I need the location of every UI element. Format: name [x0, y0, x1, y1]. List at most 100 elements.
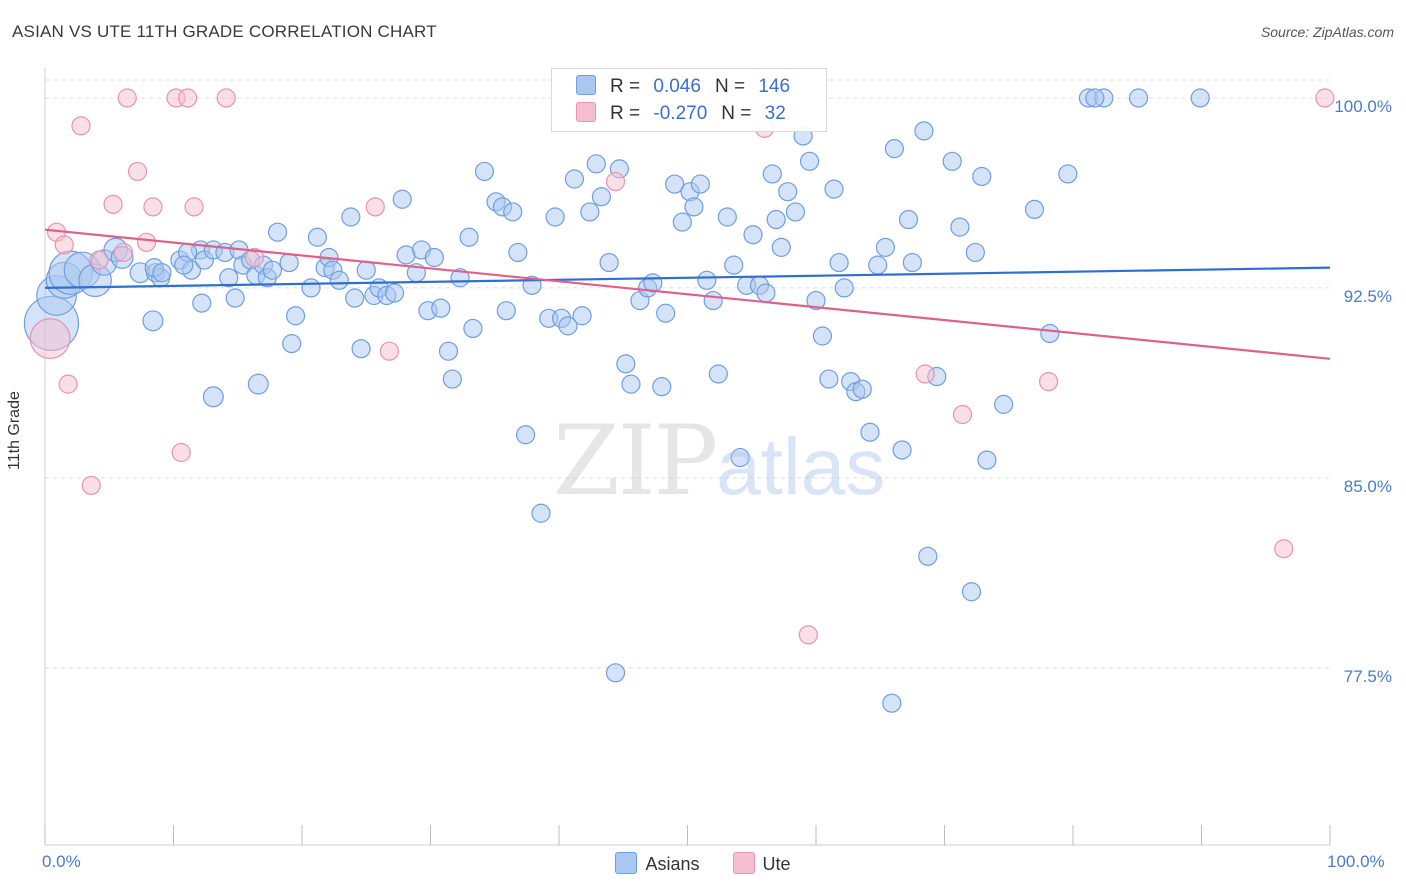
ute-point-25: [915, 364, 935, 384]
asians-point-37: [282, 334, 302, 354]
asians-point-84: [605, 663, 626, 683]
asians-point-144: [1058, 164, 1078, 184]
asians-point-52: [384, 283, 405, 303]
asians-point-58: [424, 247, 444, 268]
ute-point-12: [143, 197, 163, 217]
legend-label-ute: Ute: [762, 854, 791, 874]
asians-point-131: [882, 693, 902, 713]
asians-point-61: [442, 369, 462, 389]
asians-point-36: [279, 252, 299, 273]
asians-point-138: [965, 242, 985, 263]
asians-point-35: [267, 222, 288, 242]
asians-point-114: [799, 151, 820, 171]
asians-point-143: [1040, 323, 1060, 344]
y-tick-label-2: 85.0%: [1343, 476, 1392, 496]
asians-point-27: [225, 288, 245, 308]
ute-trend-line: [44, 228, 1331, 360]
ute-point-20: [379, 341, 399, 361]
asians-point-128: [892, 440, 912, 460]
asians-point-117: [819, 369, 839, 389]
ute-point-9: [117, 88, 137, 108]
watermark-zip: ZIP: [553, 405, 718, 517]
ute-point-16: [184, 197, 204, 217]
legend-item-asians[interactable]: Asians: [615, 852, 700, 875]
source-label: Source: ZipAtlas.com: [1260, 24, 1394, 40]
r-label: R =: [610, 76, 641, 97]
ute-point-14: [171, 442, 191, 463]
asians-point-100: [708, 364, 728, 384]
asians-point-124: [860, 422, 880, 442]
asians-point-81: [586, 154, 606, 174]
asians-point-129: [898, 209, 919, 230]
asians-point-119: [829, 252, 849, 273]
asians-point-86: [616, 354, 636, 374]
asians-point-120: [834, 278, 854, 298]
asians-point-73: [531, 503, 551, 523]
asians-point-133: [918, 546, 938, 566]
asians-point-142: [1024, 199, 1045, 220]
asians-point-82: [591, 187, 612, 207]
ute-point-11: [136, 232, 157, 252]
asians-point-79: [572, 306, 592, 326]
asians-point-99: [703, 290, 723, 311]
asians-point-45: [341, 207, 361, 227]
ute-point-5: [81, 475, 101, 496]
asians-point-80: [580, 202, 600, 222]
asians-point-149: [1190, 88, 1210, 108]
n-label: N =: [721, 103, 752, 124]
asians-point-78: [564, 169, 585, 189]
asians-point-92: [656, 303, 676, 323]
asians-point-69: [503, 202, 523, 222]
ute-point-3: [58, 374, 78, 394]
asians-point-97: [690, 174, 710, 194]
asians-point-123: [852, 379, 872, 399]
asians-point-107: [756, 283, 776, 303]
asians-point-63: [459, 227, 479, 247]
legend: Asians Ute: [0, 852, 1406, 875]
asians-point-65: [474, 161, 495, 182]
asians-point-148: [1128, 88, 1149, 108]
asians-point-48: [356, 260, 376, 280]
asians-point-111: [778, 182, 798, 202]
asians-point-91: [652, 377, 672, 397]
n-label: N =: [714, 76, 746, 97]
r-value: 0.046: [653, 76, 701, 97]
asians-point-116: [812, 326, 833, 346]
asians-point-137: [961, 582, 982, 602]
asians-point-112: [785, 202, 806, 222]
asians-point-83: [599, 252, 619, 273]
asians-point-126: [875, 237, 895, 257]
asians-trend-line: [44, 266, 1331, 290]
ute-point-29: [1315, 88, 1335, 108]
asians-point-39: [301, 278, 321, 298]
ute-point-28: [1274, 539, 1294, 559]
asians-series: [23, 88, 1210, 713]
asians-point-40: [307, 227, 328, 247]
stats-row-asians: R = 0.046 N = 146: [576, 75, 790, 99]
asians-point-139: [972, 166, 992, 187]
asians-point-94: [672, 212, 692, 232]
ute-swatch: [576, 102, 596, 122]
chart-title: ASIAN VS UTE 11TH GRADE CORRELATION CHAR…: [12, 22, 437, 41]
r-value: -0.270: [653, 103, 708, 124]
asians-point-53: [392, 189, 412, 209]
asians-point-71: [515, 425, 536, 445]
ute-point-17: [216, 88, 236, 108]
asians-point-46: [345, 288, 365, 308]
asians-point-118: [824, 179, 844, 199]
asians-point-38: [285, 306, 306, 326]
asians-point-77: [558, 316, 578, 336]
legend-item-ute[interactable]: Ute: [732, 852, 791, 875]
trend-lines: [44, 228, 1331, 360]
asians-point-109: [766, 209, 786, 230]
stats-row-ute: R = -0.270 N = 32: [576, 102, 786, 126]
asians-point-102: [724, 255, 744, 275]
asians-point-135: [942, 151, 962, 171]
asians-point-24: [219, 268, 239, 288]
asians-point-103: [730, 447, 750, 468]
asians-point-44: [329, 270, 349, 290]
ute-point-21: [605, 171, 626, 192]
asians-point-125: [868, 255, 888, 275]
asians-point-34: [262, 260, 283, 280]
ute-point-10: [127, 161, 148, 182]
